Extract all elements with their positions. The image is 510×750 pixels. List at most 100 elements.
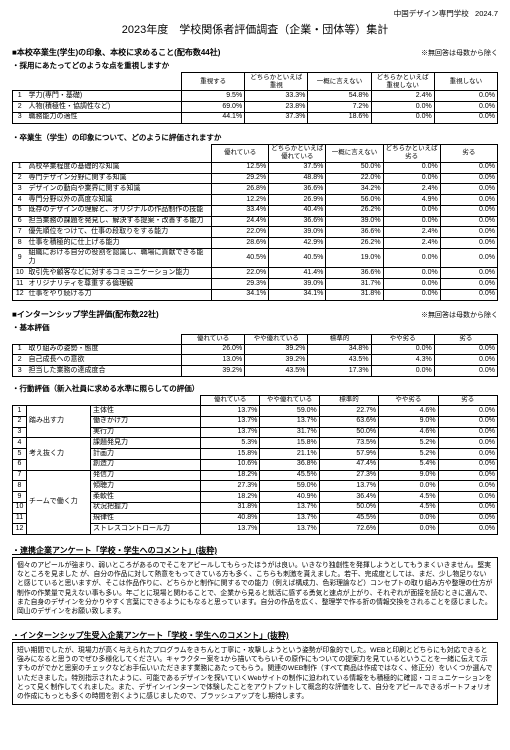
row-index: 11 (13, 513, 27, 524)
row-index: 6 (13, 216, 27, 227)
cell-value: 0.0% (438, 416, 497, 427)
row-label: 担当した業務の達成度合 (27, 366, 182, 377)
cell-value: 0.0% (438, 524, 497, 535)
sec3-title: ■インターンシップ学生評価(配布数22社) (12, 309, 159, 320)
cell-value: 0.0% (383, 289, 440, 300)
cell-value: 5.4% (379, 459, 438, 470)
cell-value: 18.2% (201, 492, 260, 503)
cell-value: 13.7% (319, 481, 378, 492)
cell-value: 13.7% (260, 416, 319, 427)
cell-value: 34.1% (212, 289, 269, 300)
cell-value: 57.9% (319, 449, 378, 460)
school-name: 中国デザイン専門学校 (394, 9, 469, 18)
row-index: 8 (13, 481, 27, 492)
table-row: 4考え抜く力課題発見力5.3%15.8%73.5%5.2%0.0% (13, 438, 498, 449)
table-row: 7優先順位をつけて、仕事の段取りをする能力22.0%39.0%36.6%2.4%… (13, 227, 498, 238)
cell-value: 36.8% (260, 459, 319, 470)
sec1-sub: ・採用にあたってどのような点を重視しますか (12, 60, 498, 71)
table-row: 2自己成長への意欲13.0%39.2%43.5%4.3%0.0% (13, 355, 498, 366)
row-index: 2 (13, 355, 27, 366)
cell-value: 36.4% (319, 492, 378, 503)
row-label: 柔軟性 (91, 492, 201, 503)
table-header-row: 優れている やや優れている 標準的 やや劣る 劣る (13, 395, 498, 405)
row-index: 3 (13, 366, 27, 377)
row-label: 既存のデザインの理解と、オリジナルの作品制作の技能 (27, 205, 212, 216)
table-row: 4専門分野以外の高度な知識12.2%26.9%56.0%4.9%0.0% (13, 195, 498, 206)
cell-value: 15.8% (260, 438, 319, 449)
row-label: オリジナリティを尊重する倫理観 (27, 279, 212, 290)
cell-value: 0.0% (379, 481, 438, 492)
cell-value: 5.2% (379, 449, 438, 460)
cell-value: 21.1% (260, 449, 319, 460)
cell-value: 0.0% (434, 366, 497, 377)
group-label: 考え抜く力 (27, 438, 91, 470)
cell-value: 0.0% (383, 216, 440, 227)
sec2-sub: ・卒業生（学生）の印象について、どのように評価されますか (12, 132, 498, 143)
cell-value: 0.0% (371, 102, 434, 113)
cell-value: 40.5% (269, 248, 326, 268)
cell-value: 18.2% (201, 470, 260, 481)
row-label: 働きかけ力 (91, 416, 201, 427)
cell-value: 59.0% (260, 481, 319, 492)
row-label: 取り組みの姿勢・態度 (27, 344, 182, 355)
table-row: 11オリジナリティを尊重する倫理観29.3%39.0%31.7%0.0%0.0% (13, 279, 498, 290)
cell-value: 19.0% (326, 248, 383, 268)
sec1-title: ■本校卒業生(学生)の印象、本校に求めること(配布数44社) (12, 47, 220, 58)
cell-value: 2.4% (383, 238, 440, 249)
cell-value: 0.0% (438, 492, 497, 503)
cell-value: 0.0% (440, 162, 497, 173)
cell-value: 31.8% (326, 289, 383, 300)
sec4-sub: ・行動評価（新入社員に求める水準に照らしての評価） (12, 383, 498, 394)
cell-value: 4.6% (379, 406, 438, 417)
cell-value: 4.6% (379, 427, 438, 438)
cell-value: 0.0% (440, 184, 497, 195)
row-index: 11 (13, 279, 27, 290)
table-row: 1学力(専門・基礎)9.5%33.3%54.8%2.4%0.0% (13, 91, 498, 102)
row-label: 仕事を積極的に仕上げる能力 (27, 238, 212, 249)
row-label: 優先順位をつけて、仕事の段取りをする能力 (27, 227, 212, 238)
cell-value: 33.3% (245, 91, 308, 102)
table-row: 3デザインの動向や業界に関する知識26.8%36.6%34.2%2.4%0.0% (13, 184, 498, 195)
page-title: 2023年度 学校関係者評価調査（企業・団体等）集計 (12, 21, 498, 37)
cell-value: 22.0% (212, 268, 269, 279)
row-index: 6 (13, 459, 27, 470)
cell-value: 47.4% (319, 459, 378, 470)
cell-value: 0.0% (440, 248, 497, 268)
cell-value: 13.7% (201, 406, 260, 417)
table-sec1: 重視する どちらかといえば重視 一概に言えない どちらかといえば重視しない 重視… (12, 72, 498, 124)
cell-value: 28.6% (212, 238, 269, 249)
table-row: 5既存のデザインの理解と、オリジナルの作品制作の技能33.4%40.4%26.2… (13, 205, 498, 216)
row-label: 職務能力の適性 (27, 112, 182, 123)
cell-value: 2.4% (383, 227, 440, 238)
table-row: 1高校卒業程度の基礎的な知識12.5%37.5%50.0%0.0%0.0% (13, 162, 498, 173)
cell-value: 4.5% (379, 492, 438, 503)
cell-value: 31.7% (260, 427, 319, 438)
cell-value: 23.8% (245, 102, 308, 113)
cell-value: 9.5% (182, 91, 245, 102)
cell-value: 36.6% (269, 184, 326, 195)
row-label: 取引先や顧客などに対するコミュニケーション能力 (27, 268, 212, 279)
cell-value: 39.0% (269, 279, 326, 290)
table-header-row: 優れている どちらかといえば優れている 一概に言えない どちらかといえば劣る 劣… (13, 144, 498, 162)
row-index: 10 (13, 268, 27, 279)
cell-value: 42.9% (269, 238, 326, 249)
table-row: 8仕事を積極的に仕上げる能力28.6%42.9%26.2%2.4%0.0% (13, 238, 498, 249)
cell-value: 4.5% (379, 502, 438, 513)
cell-value: 26.0% (182, 344, 245, 355)
cell-value: 27.3% (201, 481, 260, 492)
cell-value: 59.0% (260, 406, 319, 417)
cell-value: 0.0% (383, 279, 440, 290)
row-index: 2 (13, 173, 27, 184)
cell-value: 41.4% (269, 268, 326, 279)
cell-value: 5.2% (379, 438, 438, 449)
table-row: 9組織における自分の役割を認識し、職場に貢献できる能力40.5%40.5%19.… (13, 248, 498, 268)
row-index: 10 (13, 502, 27, 513)
cell-value: 0.0% (438, 481, 497, 492)
row-label: 担当業務の課題を発見し、解決する提案・改善する能力 (27, 216, 212, 227)
cell-value: 12.2% (212, 195, 269, 206)
comments1-title: ・連携企業アンケート「学校・学生へのコメント」(抜粋) (12, 545, 498, 556)
table-row: 6担当業務の課題を発見し、解決する提案・改善する能力24.4%36.6%39.0… (13, 216, 498, 227)
row-index: 2 (13, 102, 27, 113)
cell-value: 18.6% (308, 112, 371, 123)
row-index: 3 (13, 427, 27, 438)
